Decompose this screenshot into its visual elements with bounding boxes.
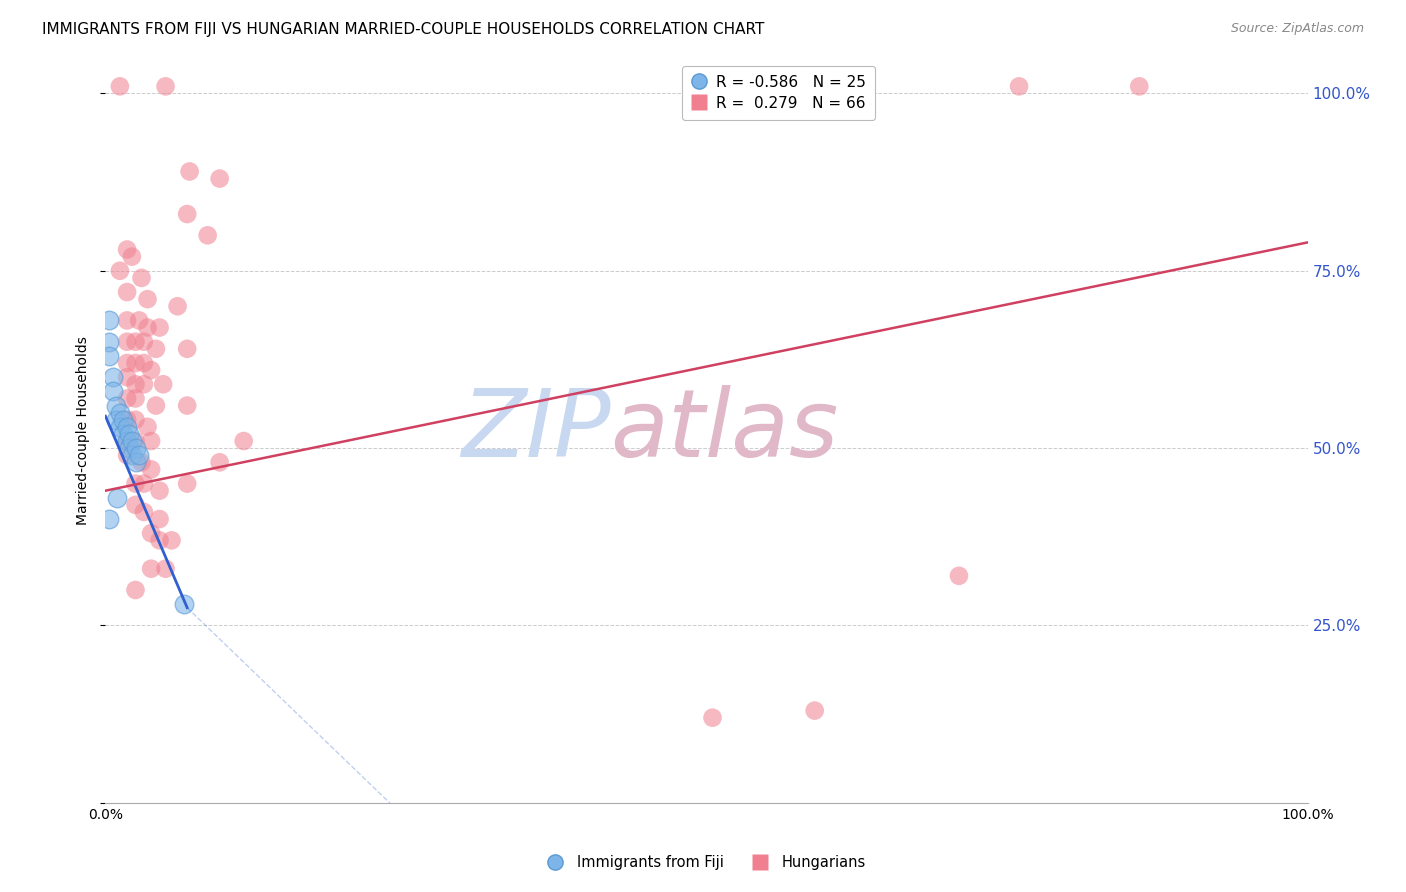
Point — [132, 334, 155, 349]
Legend: Immigrants from Fiji, Hungarians: Immigrants from Fiji, Hungarians — [534, 849, 872, 876]
Point — [131, 271, 153, 285]
Point — [1128, 79, 1150, 94]
Point — [155, 562, 177, 576]
Point — [132, 476, 155, 491]
Point — [108, 406, 131, 420]
Point — [173, 597, 195, 611]
Point — [115, 356, 138, 370]
Point — [176, 342, 198, 356]
Point — [702, 711, 724, 725]
Point — [152, 377, 174, 392]
Point — [115, 420, 138, 434]
Point — [124, 434, 146, 448]
Y-axis label: Married-couple Households: Married-couple Households — [76, 336, 90, 524]
Legend: R = -0.586   N = 25, R =  0.279   N = 66: R = -0.586 N = 25, R = 0.279 N = 66 — [682, 66, 875, 120]
Point — [105, 399, 128, 413]
Point — [124, 582, 146, 597]
Point — [112, 413, 135, 427]
Point — [124, 498, 146, 512]
Point — [132, 505, 155, 519]
Point — [124, 441, 146, 455]
Point — [98, 512, 121, 526]
Point — [176, 476, 198, 491]
Point — [139, 562, 162, 576]
Point — [124, 413, 146, 427]
Point — [148, 320, 170, 334]
Point — [139, 526, 162, 541]
Point — [124, 356, 146, 370]
Point — [197, 228, 219, 243]
Text: atlas: atlas — [610, 384, 838, 476]
Point — [118, 426, 141, 441]
Point — [124, 476, 146, 491]
Point — [115, 434, 138, 448]
Point — [132, 356, 155, 370]
Text: Source: ZipAtlas.com: Source: ZipAtlas.com — [1230, 22, 1364, 36]
Point — [145, 399, 167, 413]
Point — [124, 455, 146, 469]
Point — [155, 79, 177, 94]
Point — [112, 426, 135, 441]
Point — [115, 434, 138, 448]
Point — [124, 392, 146, 406]
Point — [98, 349, 121, 363]
Point — [145, 342, 167, 356]
Point — [115, 334, 138, 349]
Point — [121, 434, 143, 448]
Point — [139, 462, 162, 476]
Point — [98, 334, 121, 349]
Point — [1008, 79, 1031, 94]
Point — [176, 207, 198, 221]
Point — [115, 243, 138, 257]
Point — [105, 413, 128, 427]
Point — [108, 79, 131, 94]
Point — [128, 448, 150, 462]
Point — [108, 420, 131, 434]
Point — [115, 370, 138, 384]
Point — [136, 292, 159, 306]
Point — [115, 413, 138, 427]
Point — [136, 420, 159, 434]
Point — [148, 533, 170, 548]
Point — [148, 512, 170, 526]
Point — [118, 441, 141, 455]
Point — [124, 377, 146, 392]
Point — [115, 285, 138, 299]
Point — [208, 455, 231, 469]
Point — [121, 448, 143, 462]
Point — [803, 704, 825, 718]
Point — [132, 377, 155, 392]
Point — [121, 250, 143, 264]
Point — [128, 313, 150, 327]
Point — [160, 533, 183, 548]
Point — [839, 79, 862, 94]
Point — [108, 264, 131, 278]
Point — [179, 164, 201, 178]
Point — [948, 569, 970, 583]
Point — [98, 313, 121, 327]
Point — [115, 313, 138, 327]
Point — [124, 334, 146, 349]
Point — [101, 370, 124, 384]
Point — [232, 434, 254, 448]
Point — [107, 491, 129, 505]
Point — [139, 434, 162, 448]
Point — [176, 399, 198, 413]
Point — [101, 384, 124, 399]
Point — [166, 299, 188, 313]
Point — [115, 392, 138, 406]
Text: IMMIGRANTS FROM FIJI VS HUNGARIAN MARRIED-COUPLE HOUSEHOLDS CORRELATION CHART: IMMIGRANTS FROM FIJI VS HUNGARIAN MARRIE… — [42, 22, 765, 37]
Point — [148, 483, 170, 498]
Point — [136, 320, 159, 334]
Point — [115, 448, 138, 462]
Point — [208, 171, 231, 186]
Point — [139, 363, 162, 377]
Text: ZIP: ZIP — [461, 384, 610, 476]
Point — [131, 455, 153, 469]
